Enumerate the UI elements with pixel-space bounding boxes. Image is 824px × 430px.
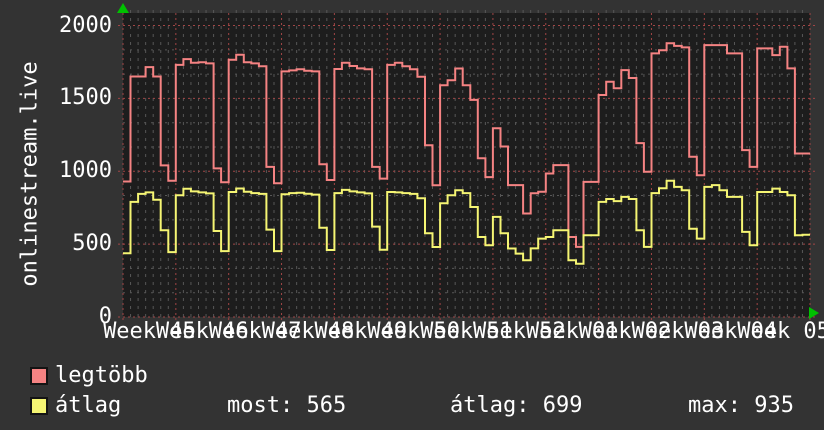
x-tick-label: Week 46	[155, 319, 249, 344]
y-tick-label: 2000	[59, 12, 112, 38]
y-tick-label: 1000	[59, 158, 112, 184]
series-legtöbb	[123, 42, 810, 248]
legend-label-max: legtöbb	[55, 363, 148, 388]
y-tick-label: 500	[72, 231, 112, 257]
x-tick-label: Week 01	[525, 319, 619, 344]
x-tick-label: Week 52	[472, 319, 566, 344]
x-tick-label: Week 47	[208, 319, 302, 344]
x-tick-label: Week 50	[367, 319, 460, 344]
legend-swatch-avg	[30, 397, 48, 415]
x-tick-label: Week 03	[631, 319, 725, 344]
plot-area	[118, 10, 818, 322]
y-axis-arrow-icon	[117, 3, 129, 13]
legend-label-avg: átlag	[55, 393, 122, 418]
x-tick-label: Week 04	[684, 319, 778, 344]
x-tick-label: Week 05	[737, 319, 824, 344]
x-tick-label: Week 45	[103, 319, 196, 344]
x-axis-arrow-icon	[809, 307, 819, 319]
x-tick-label: Week 48	[261, 319, 355, 344]
x-tick-label: Week 51	[420, 319, 513, 344]
x-tick-label: Week 02	[578, 319, 672, 344]
stat-max: max: 935	[688, 393, 794, 418]
y-tick-label: 0	[98, 304, 112, 329]
x-tick-label: Week 49	[314, 319, 408, 344]
stat-most: most: 565	[227, 393, 347, 418]
stat-atlag: átlag: 699	[450, 393, 583, 418]
series-átlag	[123, 179, 810, 265]
y-tick-label: 1500	[59, 85, 112, 111]
legend-swatch-max	[30, 367, 48, 385]
chart-canvas	[118, 10, 818, 322]
